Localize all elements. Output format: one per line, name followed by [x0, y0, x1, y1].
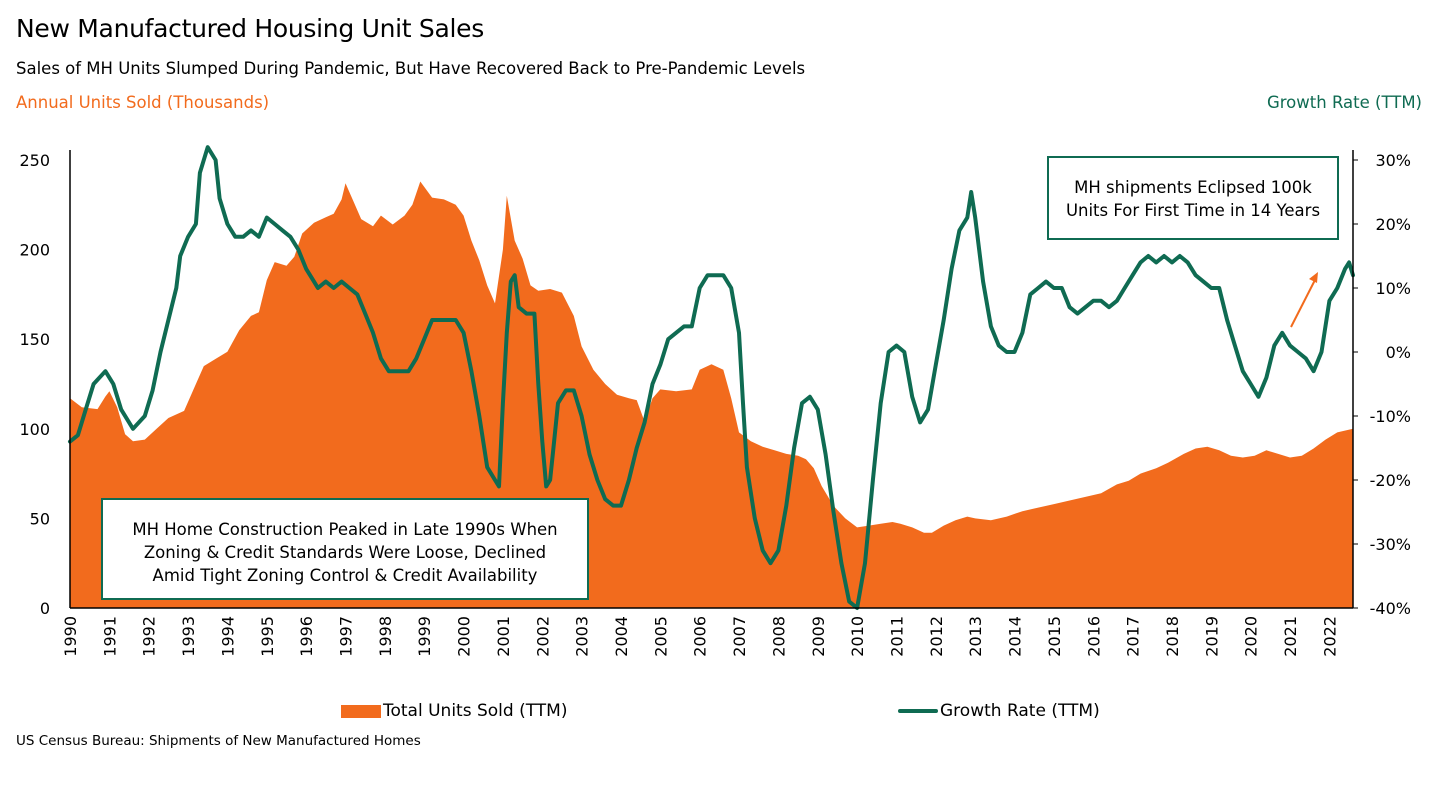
x-tick-label: 1997	[336, 616, 355, 657]
x-tick-label: 2001	[494, 616, 513, 657]
x-tick-label: 2010	[848, 616, 867, 657]
x-tick-label: 1996	[297, 616, 316, 657]
legend-label-growth: Growth Rate (TTM)	[940, 701, 1100, 721]
x-tick-label: 1998	[376, 616, 395, 657]
source-note: US Census Bureau: Shipments of New Manuf…	[16, 733, 421, 749]
x-tick-label: 2007	[730, 616, 749, 657]
x-tick-label: 2009	[809, 616, 828, 657]
x-tick-label: 2019	[1202, 616, 1221, 657]
x-tick-label: 2004	[612, 616, 631, 657]
left-tick-label: 50	[30, 509, 50, 528]
right-tick-label: -10%	[1370, 407, 1411, 426]
x-tick-label: 2002	[533, 616, 552, 657]
x-tick-label: 2020	[1242, 616, 1261, 657]
line-growth-rate	[68, 145, 1355, 610]
x-tick-label: 1993	[179, 616, 198, 657]
x-tick-label: 2003	[573, 616, 592, 657]
right-axis-label: Growth Rate (TTM)	[1266, 93, 1422, 112]
legend-swatch-units	[341, 704, 381, 718]
x-tick-label: 2022	[1320, 616, 1339, 657]
annotation-line: Zoning & Credit Standards Were Loose, De…	[143, 543, 547, 562]
right-tick-label: 10%	[1375, 279, 1411, 298]
right-tick-label: 20%	[1375, 215, 1411, 234]
annotation-line: MH shipments Eclipsed 100k	[1074, 178, 1312, 197]
x-tick-label: 2018	[1163, 616, 1182, 657]
chart-subtitle: Sales of MH Units Slumped During Pandemi…	[16, 59, 806, 78]
legend-growth: Growth Rate (TTM)	[898, 701, 1100, 721]
annotation-late-1990s-peak: MH Home Construction Peaked in Late 1990…	[101, 498, 589, 600]
left-tick-label: 0	[40, 599, 50, 618]
legend-swatch-growth	[898, 709, 938, 713]
left-tick-label: 250	[19, 151, 50, 170]
left-tick-label: 150	[19, 330, 50, 349]
x-tick-label: 2006	[691, 616, 710, 657]
annotation-line: MH Home Construction Peaked in Late 1990…	[132, 520, 558, 539]
left-axis-label: Annual Units Sold (Thousands)	[16, 93, 270, 112]
annotation-arrow-head	[1309, 272, 1318, 283]
annotation-shipments-100k: MH shipments Eclipsed 100k Units For Fir…	[1047, 156, 1339, 240]
left-tick-label: 100	[19, 420, 50, 439]
legend-units: Total Units Sold (TTM)	[341, 701, 568, 721]
right-tick-label: -30%	[1370, 535, 1411, 554]
right-tick-label: -40%	[1370, 599, 1411, 618]
right-tick-label: -20%	[1370, 471, 1411, 490]
right-tick-label: 30%	[1375, 151, 1411, 170]
x-tick-label: 2017	[1124, 616, 1143, 657]
x-tick-label: 2015	[1045, 616, 1064, 657]
x-tick-label: 1995	[258, 616, 277, 657]
annotation-arrow	[1290, 277, 1317, 328]
x-tick-label: 2021	[1281, 616, 1300, 657]
x-tick-label: 2014	[1006, 616, 1025, 657]
left-tick-label: 200	[19, 241, 50, 260]
x-tick-label: 1994	[218, 616, 237, 657]
x-tick-label: 1999	[415, 616, 434, 657]
chart-title: New Manufactured Housing Unit Sales	[16, 14, 484, 43]
x-tick-label: 2016	[1084, 616, 1103, 657]
legend-label-units: Total Units Sold (TTM)	[383, 701, 568, 721]
annotation-line: Amid Tight Zoning Control & Credit Avail…	[152, 566, 538, 585]
x-tick-label: 1990	[61, 616, 80, 657]
x-tick-label: 2011	[887, 616, 906, 657]
right-tick-label: 0%	[1386, 343, 1411, 362]
x-tick-label: 2008	[769, 616, 788, 657]
annotation-line: Units For First Time in 14 Years	[1065, 201, 1321, 220]
x-tick-label: 2013	[966, 616, 985, 657]
x-tick-label: 2005	[651, 616, 670, 657]
x-tick-label: 2000	[455, 616, 474, 657]
x-tick-label: 1991	[100, 616, 119, 657]
x-tick-label: 2012	[927, 616, 946, 657]
x-tick-label: 1992	[140, 616, 159, 657]
